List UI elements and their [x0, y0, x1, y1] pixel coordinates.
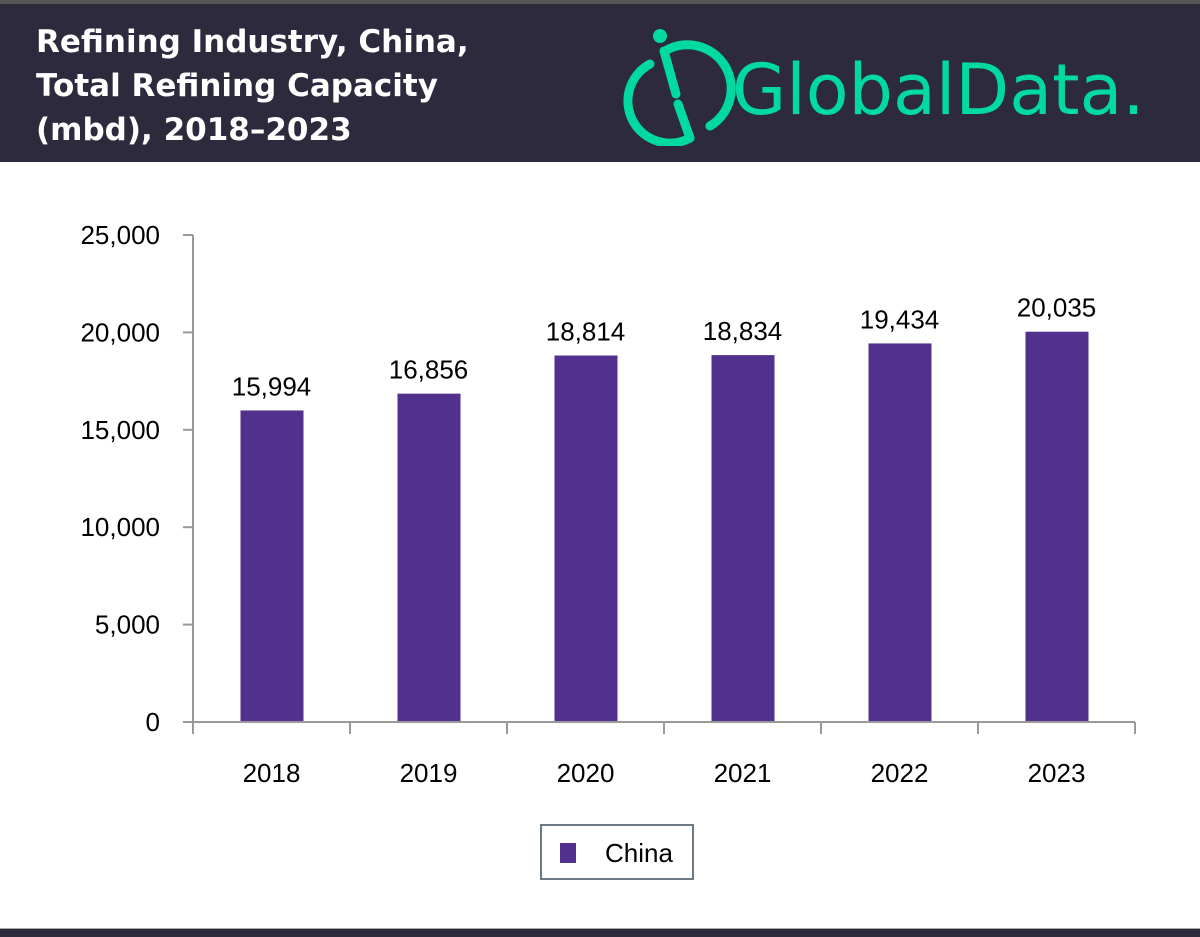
legend-swatch-china: [560, 843, 576, 863]
y-tick-label: 0: [146, 707, 160, 737]
y-tick-label: 15,000: [80, 415, 160, 445]
x-tick-label-2018: 2018: [243, 758, 301, 788]
chart-header: Refining Industry, China, Total Refining…: [0, 0, 1200, 162]
data-label-2018: 15,994: [232, 371, 312, 401]
globaldata-logo: GlobalData.: [623, 29, 1145, 146]
chart-title: Refining Industry, China, Total Refining…: [36, 24, 469, 148]
y-tick-label: 10,000: [80, 512, 160, 542]
bar-2018: [240, 410, 304, 722]
legend: China: [540, 824, 694, 880]
data-label-2022: 19,434: [860, 304, 940, 334]
x-tick-label-2020: 2020: [557, 758, 615, 788]
data-label-2023: 20,035: [1017, 293, 1097, 323]
logo-text: GlobalData.: [732, 49, 1145, 131]
y-tick-label: 25,000: [80, 220, 160, 250]
bar-2022: [868, 343, 932, 722]
footer-bar: [0, 928, 1200, 937]
data-label-2020: 18,814: [546, 317, 626, 347]
x-tick-label-2023: 2023: [1028, 758, 1086, 788]
x-tick-label-2021: 2021: [714, 758, 772, 788]
data-label-2021: 18,834: [703, 316, 783, 346]
bar-2019: [397, 393, 461, 722]
legend-label-china: China: [605, 838, 673, 868]
bar-2023: [1025, 331, 1089, 722]
data-label-2019: 16,856: [389, 355, 469, 385]
y-tick-label: 20,000: [80, 317, 160, 347]
y-tick-label: 5,000: [95, 610, 160, 640]
bar-2020: [554, 355, 618, 722]
x-tick-label-2022: 2022: [871, 758, 929, 788]
x-tick-label-2019: 2019: [400, 758, 458, 788]
bar-2021: [711, 355, 775, 722]
